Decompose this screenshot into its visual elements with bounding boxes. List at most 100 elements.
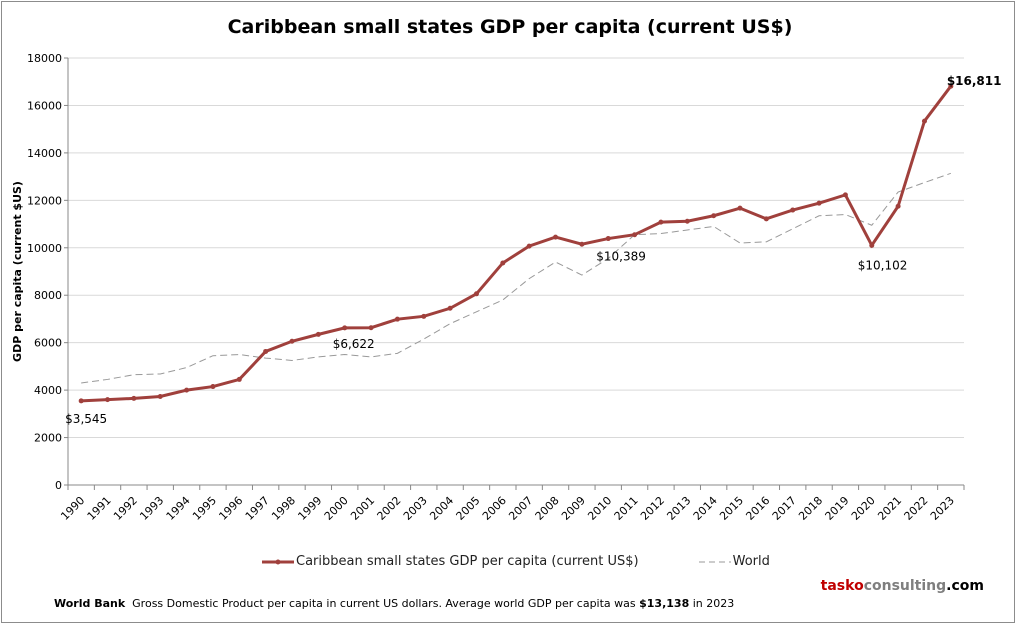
x-tick-label: 2002 (375, 494, 404, 523)
x-tick-label: 1997 (243, 494, 272, 523)
legend-item-world: World (697, 554, 770, 569)
data-point (553, 234, 559, 240)
footer-source: World Bank (54, 597, 126, 610)
y-tick-label: 6000 (34, 337, 62, 350)
data-point (711, 213, 717, 219)
data-point (895, 203, 901, 209)
y-tick-label: 0 (55, 479, 62, 492)
x-tick-label: 2017 (770, 494, 799, 523)
data-point (579, 241, 585, 247)
data-point (131, 395, 137, 401)
footer-note: World Bank Gross Domestic Product per ca… (54, 597, 734, 610)
y-tick-label: 2000 (34, 432, 62, 445)
x-tick-label: 2006 (480, 494, 509, 523)
series-line-world (81, 172, 951, 384)
x-tick-label: 1994 (164, 494, 193, 523)
brand-part1: tasko (820, 578, 864, 594)
x-tick-label: 2011 (612, 494, 641, 523)
x-tick-label: 2012 (638, 494, 667, 523)
y-tick-label: 10000 (27, 242, 62, 255)
x-tick-label: 2013 (664, 494, 693, 523)
y-axis-label: GDP per capita (current $US) (11, 181, 24, 362)
data-point (790, 207, 796, 213)
x-tick-label: 1993 (137, 494, 166, 523)
data-point (526, 243, 532, 249)
data-label: $10,102 (858, 258, 908, 272)
y-tick-label: 4000 (34, 384, 62, 397)
data-point (842, 192, 848, 198)
data-point (737, 205, 743, 211)
x-tick-label: 2021 (875, 494, 904, 523)
x-tick-label: 1992 (111, 494, 140, 523)
data-point (315, 331, 321, 337)
x-tick-label: 2018 (796, 494, 825, 523)
x-tick-label: 2010 (585, 494, 614, 523)
brand-logo: taskoconsulting.com (821, 578, 984, 594)
data-point (236, 376, 242, 382)
data-point (289, 338, 295, 344)
y-tick-label: 16000 (27, 99, 62, 112)
x-tick-label: 2023 (928, 494, 957, 523)
legend-label-caribbean: Caribbean small states GDP per capita (c… (296, 554, 639, 569)
data-point (684, 218, 690, 224)
chart-title: Caribbean small states GDP per capita (c… (227, 16, 793, 38)
data-point (421, 313, 427, 319)
y-tick-label: 12000 (27, 194, 62, 207)
x-tick-label: 1999 (295, 494, 324, 523)
x-tick-label: 2016 (743, 494, 772, 523)
x-tick-label: 2009 (559, 494, 588, 523)
data-point (763, 216, 769, 222)
x-tick-label: 2007 (506, 494, 535, 523)
y-tick-label: 14000 (27, 147, 62, 160)
data-label: $10,389 (596, 250, 646, 264)
footer-tail: in 2023 (689, 597, 735, 610)
x-tick-label: 1996 (216, 494, 245, 523)
data-point (342, 325, 348, 331)
legend-swatch-caribbean (262, 559, 294, 564)
brand-part2: consulting (863, 578, 947, 594)
data-point (263, 348, 269, 354)
y-tick-label: 18000 (27, 52, 62, 65)
legend: Caribbean small states GDP per capita (c… (260, 554, 828, 569)
data-label: $6,622 (333, 337, 375, 351)
legend-item-caribbean: Caribbean small states GDP per capita (c… (260, 554, 639, 569)
data-point (447, 305, 453, 311)
footer-text: Gross Domestic Product per capita in cur… (132, 597, 640, 610)
data-point (368, 325, 374, 331)
x-tick-label: 1995 (190, 494, 219, 523)
x-tick-label: 1991 (85, 494, 114, 523)
data-point (78, 398, 84, 404)
x-tick-label: 2003 (401, 494, 430, 523)
x-tick-label: 2022 (902, 494, 931, 523)
x-tick-label: 1990 (58, 494, 87, 523)
data-point (816, 200, 822, 206)
brand-part3: .com (946, 578, 984, 594)
data-point (921, 118, 927, 124)
data-point (105, 397, 111, 403)
x-tick-label: 1998 (269, 494, 298, 523)
data-label: $3,545 (65, 412, 107, 426)
data-point (184, 387, 190, 393)
data-point (658, 219, 664, 225)
footer-highlight: $13,138 (639, 597, 690, 610)
data-label: $16,811 (947, 74, 1002, 88)
data-point (210, 384, 216, 390)
y-tick-label: 8000 (34, 289, 62, 302)
x-tick-label: 2000 (322, 494, 351, 523)
data-point (473, 291, 479, 297)
data-point (157, 394, 163, 400)
data-point (869, 242, 875, 248)
data-point (632, 232, 638, 238)
legend-label-world: World (732, 554, 770, 569)
x-tick-label: 2001 (348, 494, 377, 523)
legend-swatch-world (698, 561, 731, 562)
x-tick-label: 2015 (717, 494, 746, 523)
data-point (948, 83, 954, 89)
data-point (605, 236, 611, 242)
x-tick-label: 2008 (533, 494, 562, 523)
x-tick-label: 2004 (427, 494, 456, 523)
data-point (500, 260, 506, 266)
x-tick-label: 2005 (454, 494, 483, 523)
x-tick-label: 2014 (691, 494, 720, 523)
